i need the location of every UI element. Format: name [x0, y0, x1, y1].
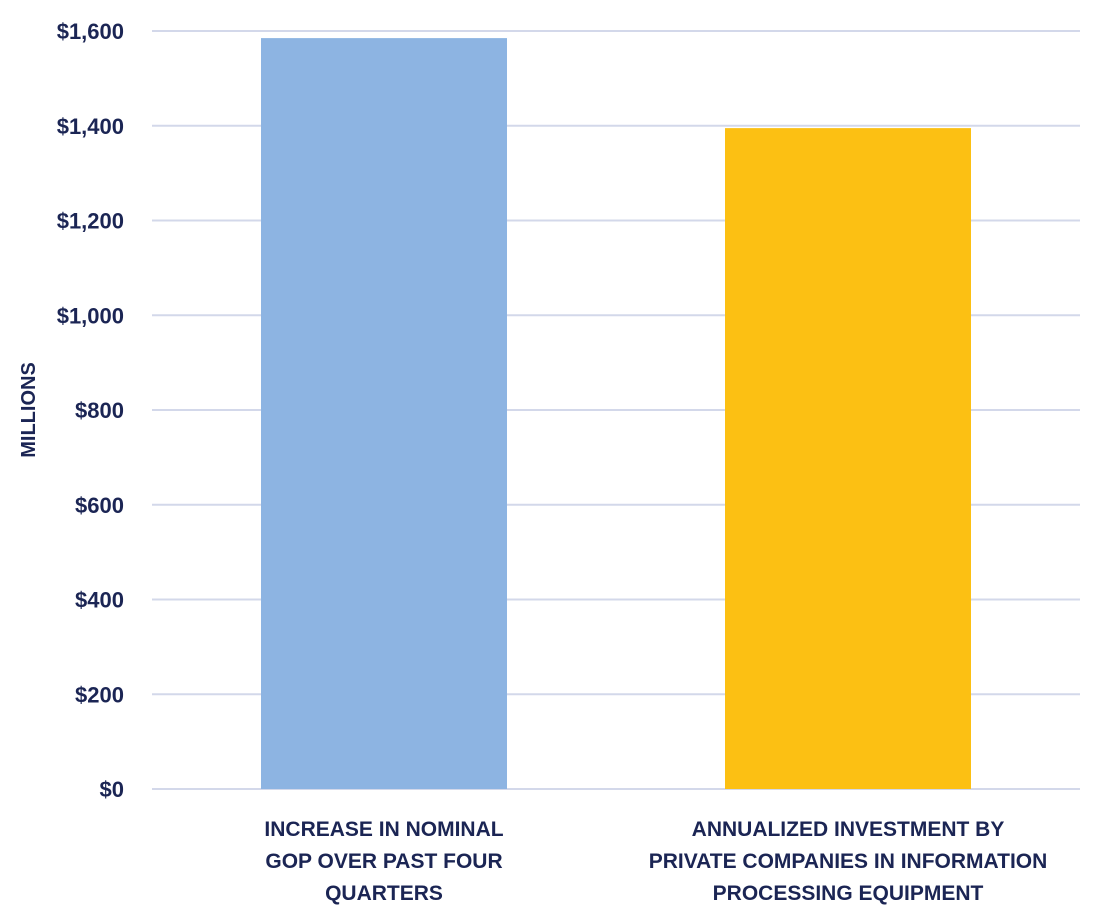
y-axis-title: MILLIONS [18, 362, 40, 458]
y-tick-label: $600 [75, 493, 124, 518]
category-label: GOP OVER PAST FOUR [265, 850, 502, 873]
y-tick-label: $1,600 [57, 19, 124, 44]
y-tick-labels: $0 $200 $400 $600 $800 $1,000 $1,200 $1,400 $1,6… [57, 19, 124, 802]
y-tick-label: $1,400 [57, 114, 124, 139]
category-label: INCREASE IN NOMINAL [264, 818, 503, 841]
y-tick-label: $800 [75, 398, 124, 423]
category-label: QUARTERS [325, 882, 443, 905]
category-label: ANNUALIZED INVESTMENT BY [692, 818, 1005, 841]
bars [261, 38, 971, 789]
category-label: PROCESSING EQUIPMENT [713, 882, 984, 905]
y-tick-label: $0 [100, 777, 124, 802]
bar [725, 128, 971, 789]
y-tick-label: $400 [75, 588, 124, 613]
category-label: PRIVATE COMPANIES IN INFORMATION [649, 850, 1048, 873]
category-labels: INCREASE IN NOMINAL GOP OVER PAST FOUR QUA… [264, 818, 1047, 905]
y-tick-label: $1,200 [57, 209, 124, 234]
y-tick-label: $200 [75, 682, 124, 707]
y-tick-label: $1,000 [57, 303, 124, 328]
bar [261, 38, 507, 789]
